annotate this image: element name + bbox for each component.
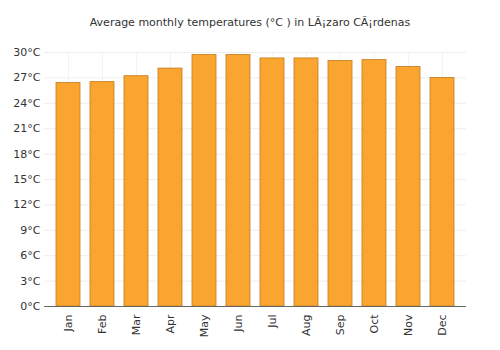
svg-text:3°C: 3°C xyxy=(20,275,40,288)
svg-text:Oct: Oct xyxy=(368,314,381,334)
svg-text:Nov: Nov xyxy=(402,314,415,336)
svg-text:Jun: Jun xyxy=(232,314,245,332)
svg-text:May: May xyxy=(198,314,211,337)
svg-text:Mar: Mar xyxy=(130,314,143,335)
svg-text:Feb: Feb xyxy=(96,314,109,333)
svg-text:Sep: Sep xyxy=(334,314,347,335)
svg-text:Aug: Aug xyxy=(300,315,313,336)
svg-text:Jan: Jan xyxy=(62,314,75,332)
svg-text:Dec: Dec xyxy=(436,315,449,336)
svg-text:21°C: 21°C xyxy=(13,122,40,135)
svg-text:30°C: 30°C xyxy=(13,46,40,59)
svg-text:9°C: 9°C xyxy=(20,224,40,237)
svg-text:18°C: 18°C xyxy=(13,148,40,161)
svg-text:0°C: 0°C xyxy=(20,300,40,313)
svg-text:6°C: 6°C xyxy=(20,249,40,262)
svg-text:15°C: 15°C xyxy=(13,173,40,186)
svg-text:Apr: Apr xyxy=(164,314,177,334)
svg-text:12°C: 12°C xyxy=(13,198,40,211)
html-text:Average monthly temperatures (: Average monthly temperatures (°C ) in LÃ… xyxy=(89,16,411,29)
svg-text:24°C: 24°C xyxy=(13,97,40,110)
svg-text:27°C: 27°C xyxy=(13,71,40,84)
svg-text:Jul: Jul xyxy=(266,315,279,329)
